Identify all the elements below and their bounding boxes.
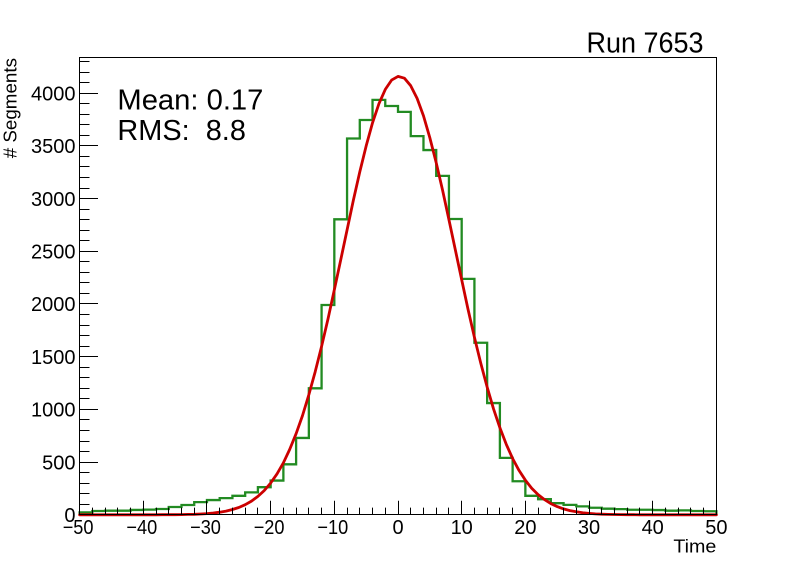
svg-text:−10: −10 — [317, 517, 348, 539]
svg-text:1000: 1000 — [31, 400, 76, 422]
svg-text:20: 20 — [514, 517, 536, 539]
svg-text:−40: −40 — [126, 517, 157, 539]
svg-text:0: 0 — [392, 517, 403, 539]
svg-text:RMS: 8.8: RMS: 8.8 — [117, 115, 246, 147]
svg-text:50: 50 — [705, 517, 727, 539]
svg-text:10: 10 — [451, 517, 473, 539]
svg-text:−20: −20 — [254, 517, 285, 539]
svg-text:2500: 2500 — [31, 242, 76, 264]
svg-text:2000: 2000 — [31, 294, 76, 316]
svg-text:Time: Time — [673, 536, 716, 557]
svg-text:# Segments: # Segments — [0, 58, 21, 158]
svg-text:40: 40 — [642, 517, 664, 539]
svg-text:−50: −50 — [63, 517, 94, 539]
svg-text:30: 30 — [578, 517, 600, 539]
svg-text:4000: 4000 — [31, 83, 76, 105]
svg-text:3500: 3500 — [31, 136, 76, 158]
svg-text:Mean: 0.17: Mean: 0.17 — [117, 85, 263, 117]
svg-text:Run 7653: Run 7653 — [587, 27, 704, 59]
svg-text:1500: 1500 — [31, 347, 76, 369]
svg-text:−30: −30 — [190, 517, 221, 539]
svg-text:0: 0 — [64, 505, 75, 527]
svg-text:500: 500 — [42, 452, 75, 474]
svg-text:3000: 3000 — [31, 189, 76, 211]
